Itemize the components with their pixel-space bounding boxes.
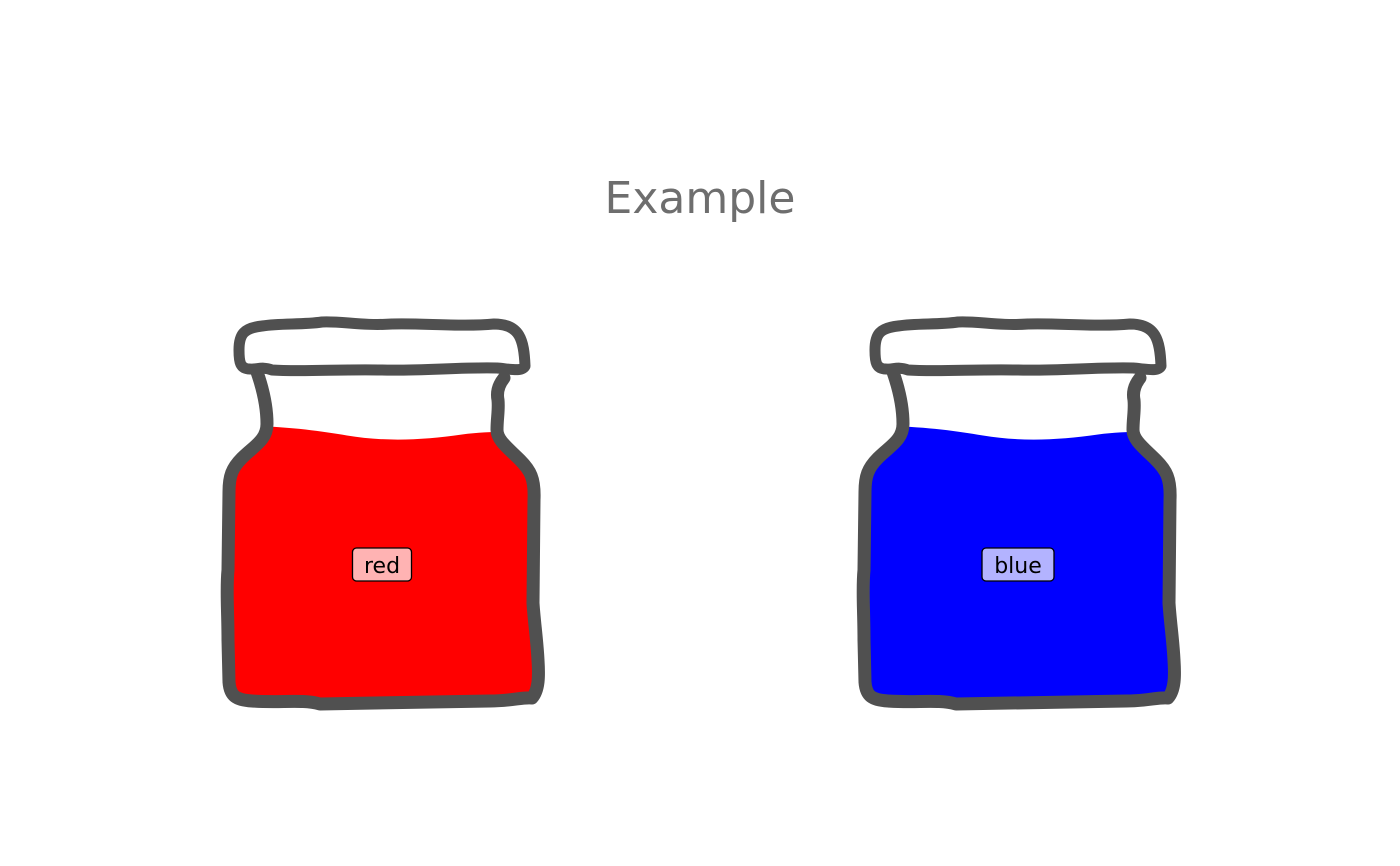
jar-lid-blue <box>869 316 1167 377</box>
jar-blue: blue <box>856 316 1181 711</box>
jar-label-text-blue: blue <box>994 554 1042 579</box>
jar-red: red <box>220 316 545 711</box>
jar-outline-red <box>220 365 545 711</box>
jar-label-red: red <box>351 547 413 582</box>
jar-label-blue: blue <box>981 547 1055 582</box>
jar-label-box-blue <box>981 547 1055 582</box>
jars-group: red blue <box>220 316 1181 711</box>
jar-label-box-red <box>351 547 413 582</box>
jar-label-text-red: red <box>364 554 400 579</box>
jar-outline-blue <box>856 365 1181 711</box>
jar-lid-red <box>233 316 531 377</box>
chart-title: Example <box>605 173 796 224</box>
